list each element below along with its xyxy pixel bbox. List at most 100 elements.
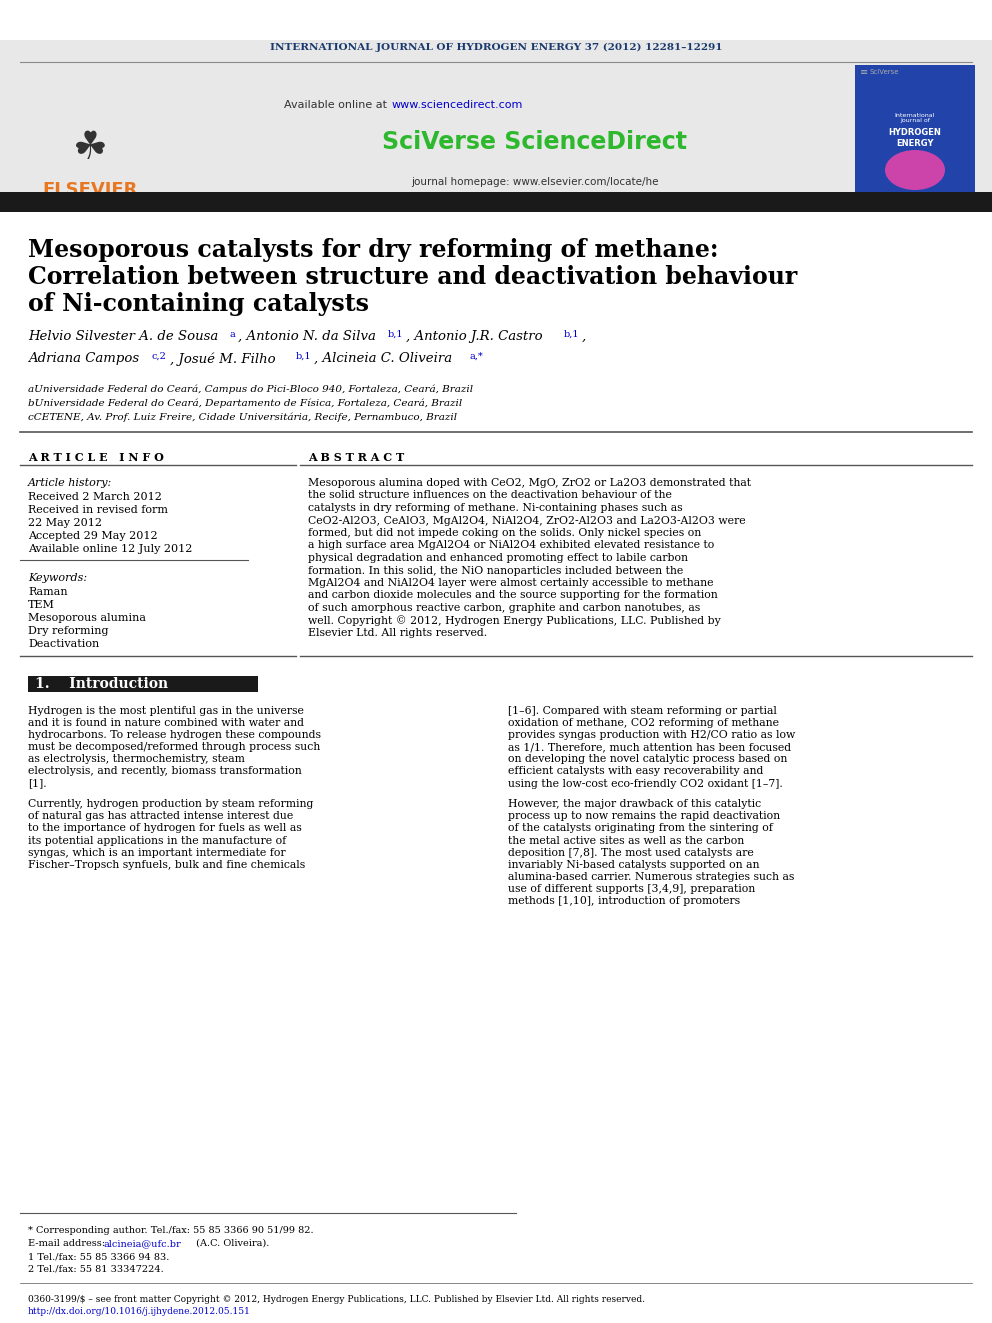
Text: Mesoporous alumina: Mesoporous alumina (28, 613, 146, 623)
Text: Mesoporous alumina doped with CeO2, MgO, ZrO2 or La2O3 demonstrated that: Mesoporous alumina doped with CeO2, MgO,… (308, 478, 751, 488)
Text: b,1: b,1 (296, 352, 311, 361)
Text: invariably Ni-based catalysts supported on an: invariably Ni-based catalysts supported … (508, 860, 760, 871)
Text: Available online at: Available online at (284, 101, 390, 110)
Text: on developing the novel catalytic process based on: on developing the novel catalytic proces… (508, 754, 788, 765)
Text: Accepted 29 May 2012: Accepted 29 May 2012 (28, 531, 158, 541)
Text: physical degradation and enhanced promoting effect to labile carbon: physical degradation and enhanced promot… (308, 553, 688, 564)
Text: Hydrogen is the most plentiful gas in the universe: Hydrogen is the most plentiful gas in th… (28, 705, 304, 716)
Text: b,1: b,1 (564, 329, 579, 339)
Text: Raman: Raman (28, 587, 67, 597)
Text: Fischer–Tropsch synfuels, bulk and fine chemicals: Fischer–Tropsch synfuels, bulk and fine … (28, 860, 306, 871)
Text: A R T I C L E   I N F O: A R T I C L E I N F O (28, 452, 164, 463)
Text: provides syngas production with H2/CO ratio as low: provides syngas production with H2/CO ra… (508, 730, 796, 740)
Text: efficient catalysts with easy recoverability and: efficient catalysts with easy recoverabi… (508, 766, 764, 777)
Text: of such amorphous reactive carbon, graphite and carbon nanotubes, as: of such amorphous reactive carbon, graph… (308, 603, 700, 613)
Text: and it is found in nature combined with water and: and it is found in nature combined with … (28, 717, 304, 728)
Text: journal homepage: www.elsevier.com/locate/he: journal homepage: www.elsevier.com/locat… (412, 177, 659, 187)
Text: * Corresponding author. Tel./fax: 55 85 3366 90 51/99 82.: * Corresponding author. Tel./fax: 55 85 … (28, 1226, 313, 1234)
Text: Mesoporous catalysts for dry reforming of methane:: Mesoporous catalysts for dry reforming o… (28, 238, 718, 262)
Text: Elsevier Ltd. All rights reserved.: Elsevier Ltd. All rights reserved. (308, 628, 487, 638)
Text: as electrolysis, thermochemistry, steam: as electrolysis, thermochemistry, steam (28, 754, 245, 765)
Ellipse shape (885, 149, 945, 191)
Text: , Alcineia C. Oliveira: , Alcineia C. Oliveira (314, 352, 456, 365)
Text: 1 Tel./fax: 55 85 3366 94 83.: 1 Tel./fax: 55 85 3366 94 83. (28, 1252, 170, 1261)
Text: as 1/1. Therefore, much attention has been focused: as 1/1. Therefore, much attention has be… (508, 742, 792, 751)
Text: TEM: TEM (28, 601, 55, 610)
Text: b,1: b,1 (388, 329, 404, 339)
Text: alumina-based carrier. Numerous strategies such as: alumina-based carrier. Numerous strategi… (508, 872, 795, 882)
Text: Helvio Silvester A. de Sousa: Helvio Silvester A. de Sousa (28, 329, 222, 343)
Text: A B S T R A C T: A B S T R A C T (308, 452, 405, 463)
Text: ≡: ≡ (860, 67, 868, 77)
Text: oxidation of methane, CO2 reforming of methane: oxidation of methane, CO2 reforming of m… (508, 717, 779, 728)
Text: of the catalysts originating from the sintering of: of the catalysts originating from the si… (508, 823, 773, 833)
Text: [1–6]. Compared with steam reforming or partial: [1–6]. Compared with steam reforming or … (508, 705, 777, 716)
Text: formation. In this solid, the NiO nanoparticles included between the: formation. In this solid, the NiO nanopa… (308, 565, 683, 576)
Text: catalysts in dry reforming of methane. Ni-containing phases such as: catalysts in dry reforming of methane. N… (308, 503, 682, 513)
Text: a high surface area MgAl2O4 or NiAl2O4 exhibited elevated resistance to: a high surface area MgAl2O4 or NiAl2O4 e… (308, 541, 714, 550)
Text: CeO2-Al2O3, CeAlO3, MgAl2O4, NiAl2O4, ZrO2-Al2O3 and La2O3-Al2O3 were: CeO2-Al2O3, CeAlO3, MgAl2O4, NiAl2O4, Zr… (308, 516, 746, 525)
Text: and carbon dioxide molecules and the source supporting for the formation: and carbon dioxide molecules and the sou… (308, 590, 718, 601)
Text: of Ni-containing catalysts: of Ni-containing catalysts (28, 292, 369, 316)
Text: ☘: ☘ (72, 130, 107, 167)
Text: hydrocarbons. To release hydrogen these compounds: hydrocarbons. To release hydrogen these … (28, 730, 321, 740)
Text: [1].: [1]. (28, 779, 47, 789)
Text: http://dx.doi.org/10.1016/j.ijhydene.2012.05.151: http://dx.doi.org/10.1016/j.ijhydene.201… (28, 1307, 251, 1316)
Text: Available online 12 July 2012: Available online 12 July 2012 (28, 544, 192, 554)
Text: 1.    Introduction: 1. Introduction (35, 677, 168, 692)
Text: However, the major drawback of this catalytic: However, the major drawback of this cata… (508, 799, 761, 808)
Text: Article history:: Article history: (28, 478, 112, 488)
Text: of natural gas has attracted intense interest due: of natural gas has attracted intense int… (28, 811, 294, 822)
Text: formed, but did not impede coking on the solids. Only nickel species on: formed, but did not impede coking on the… (308, 528, 701, 538)
Text: Received 2 March 2012: Received 2 March 2012 (28, 492, 162, 501)
Text: must be decomposed/reformed through process such: must be decomposed/reformed through proc… (28, 742, 320, 751)
Text: Currently, hydrogen production by steam reforming: Currently, hydrogen production by steam … (28, 799, 313, 808)
Text: process up to now remains the rapid deactivation: process up to now remains the rapid deac… (508, 811, 780, 822)
Text: ELSEVIER: ELSEVIER (43, 181, 138, 198)
Text: cCETENE, Av. Prof. Luiz Freire, Cidade Universitária, Recife, Pernambuco, Brazil: cCETENE, Av. Prof. Luiz Freire, Cidade U… (28, 411, 457, 422)
Text: a: a (230, 329, 236, 339)
Text: methods [1,10], introduction of promoters: methods [1,10], introduction of promoter… (508, 897, 740, 906)
Text: deposition [7,8]. The most used catalysts are: deposition [7,8]. The most used catalyst… (508, 848, 754, 857)
Text: bUniversidade Federal do Ceará, Departamento de Física, Fortaleza, Ceará, Brazil: bUniversidade Federal do Ceará, Departam… (28, 398, 462, 407)
Text: MgAl2O4 and NiAl2O4 layer were almost certainly accessible to methane: MgAl2O4 and NiAl2O4 layer were almost ce… (308, 578, 713, 587)
Text: alcineia@ufc.br: alcineia@ufc.br (103, 1240, 181, 1248)
Text: its potential applications in the manufacture of: its potential applications in the manufa… (28, 836, 287, 845)
Text: Dry reforming: Dry reforming (28, 626, 108, 636)
Text: HYDROGEN
ENERGY: HYDROGEN ENERGY (889, 128, 941, 148)
Text: Adriana Campos: Adriana Campos (28, 352, 144, 365)
Bar (0, 192, 992, 212)
Text: syngas, which is an important intermediate for: syngas, which is an important intermedia… (28, 848, 286, 857)
Text: Keywords:: Keywords: (28, 573, 87, 583)
Text: Received in revised form: Received in revised form (28, 505, 168, 515)
Text: , Josué M. Filho: , Josué M. Filho (170, 352, 280, 365)
Text: c,2: c,2 (152, 352, 167, 361)
Text: (A.C. Oliveira).: (A.C. Oliveira). (193, 1240, 270, 1248)
Text: International
Journal of: International Journal of (895, 112, 935, 123)
Text: , Antonio J.R. Castro: , Antonio J.R. Castro (406, 329, 547, 343)
Bar (0, 40, 992, 200)
Text: Correlation between structure and deactivation behaviour: Correlation between structure and deacti… (28, 265, 798, 288)
Text: E-mail address:: E-mail address: (28, 1240, 108, 1248)
Bar (28, 676, 258, 692)
Text: SciVerse: SciVerse (870, 69, 900, 75)
Text: SciVerse ScienceDirect: SciVerse ScienceDirect (383, 130, 687, 153)
Text: 0360-3199/$ – see front matter Copyright © 2012, Hydrogen Energy Publications, L: 0360-3199/$ – see front matter Copyright… (28, 1295, 645, 1304)
Text: using the low-cost eco-friendly CO2 oxidant [1–7].: using the low-cost eco-friendly CO2 oxid… (508, 779, 783, 789)
Text: to the importance of hydrogen for fuels as well as: to the importance of hydrogen for fuels … (28, 823, 302, 833)
Bar (220, 65, 850, 194)
Text: the metal active sites as well as the carbon: the metal active sites as well as the ca… (508, 836, 744, 845)
Bar (855, 65, 975, 194)
Text: electrolysis, and recently, biomass transformation: electrolysis, and recently, biomass tran… (28, 766, 302, 777)
Text: ,: , (582, 329, 586, 343)
Text: use of different supports [3,4,9], preparation: use of different supports [3,4,9], prepa… (508, 884, 755, 894)
Text: , Antonio N. da Silva: , Antonio N. da Silva (238, 329, 380, 343)
Text: Deactivation: Deactivation (28, 639, 99, 650)
Text: INTERNATIONAL JOURNAL OF HYDROGEN ENERGY 37 (2012) 12281–12291: INTERNATIONAL JOURNAL OF HYDROGEN ENERGY… (270, 42, 722, 52)
Text: www.sciencedirect.com: www.sciencedirect.com (392, 101, 524, 110)
Text: aUniversidade Federal do Ceará, Campus do Pici-Bloco 940, Fortaleza, Ceará, Braz: aUniversidade Federal do Ceará, Campus d… (28, 384, 473, 393)
Text: 22 May 2012: 22 May 2012 (28, 519, 102, 528)
Text: the solid structure influences on the deactivation behaviour of the: the solid structure influences on the de… (308, 491, 672, 500)
Text: 2 Tel./fax: 55 81 33347224.: 2 Tel./fax: 55 81 33347224. (28, 1265, 164, 1274)
Text: a,*: a,* (470, 352, 484, 361)
